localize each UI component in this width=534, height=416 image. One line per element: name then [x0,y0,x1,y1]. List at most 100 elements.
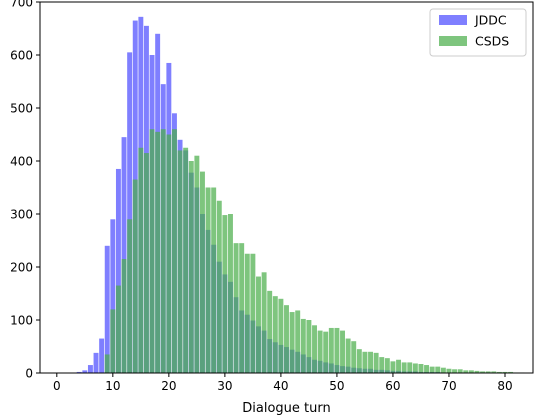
bar-jddc-8 [99,338,105,373]
bar-csds-65 [418,363,424,373]
bar-csds-25 [194,155,200,373]
bar-csds-73 [463,370,469,373]
bar-csds-48 [323,331,329,373]
bar-csds-19 [160,129,166,373]
y-tick-label-500: 500 [10,102,33,116]
bar-csds-49 [328,327,334,373]
bar-csds-24 [188,161,194,373]
y-tick-label-100: 100 [10,314,33,328]
bar-jddc-10 [110,219,116,373]
bar-jddc-4 [76,371,82,373]
bar-csds-47 [317,330,323,373]
bar-jddc-12 [121,137,127,373]
x-axis-label: Dialogue turn [242,401,330,416]
bar-csds-77 [485,371,491,373]
x-tick-label-20: 20 [161,379,176,393]
bar-csds-78 [491,371,497,373]
bar-csds-16 [143,153,149,373]
bar-csds-14 [132,179,138,373]
bar-csds-38 [267,290,273,373]
x-tick-label-80: 80 [497,379,512,393]
bar-csds-70 [446,368,452,373]
y-axis: 0 100 200 300 400 500 600 700 [10,0,40,381]
bar-csds-41 [284,305,289,373]
bar-csds-15 [138,147,144,373]
bar-csds-32 [233,243,239,373]
x-tick-label-10: 10 [105,379,120,393]
legend-label-csds: CSDS [475,34,509,49]
legend-label-jddc: JDDC [474,13,507,28]
bar-csds-11 [115,285,121,373]
bar-jddc-13 [127,52,133,373]
x-tick-label-60: 60 [385,379,400,393]
bar-csds-50 [334,327,340,373]
bar-csds-44 [300,318,306,373]
bar-csds-28 [211,187,217,373]
bar-csds-37 [261,272,267,373]
bar-csds-39 [272,296,278,373]
y-tick-label-0: 0 [25,367,33,381]
bar-csds-68 [435,366,441,373]
bar-csds-9 [104,354,110,373]
bar-jddc-9 [104,245,110,373]
bar-csds-26 [200,171,205,373]
bar-csds-58 [379,357,385,373]
bar-csds-59 [384,358,390,373]
bar-csds-18 [155,131,161,373]
y-tick-label-300: 300 [10,208,33,222]
y-tick-label-200: 200 [10,261,33,275]
bar-csds-21 [171,129,177,373]
bar-csds-27 [205,187,211,373]
bar-csds-66 [424,365,430,373]
bar-csds-56 [368,351,373,373]
bar-csds-30 [222,215,228,373]
bar-csds-55 [362,351,368,373]
bar-csds-53 [351,341,357,373]
bar-csds-42 [289,312,295,373]
y-tick-label-400: 400 [10,155,33,169]
bar-csds-33 [239,243,245,373]
bar-csds-12 [121,259,127,373]
bar-csds-79 [496,371,502,373]
bar-csds-46 [312,325,317,373]
x-tick-label-70: 70 [441,379,456,393]
bar-csds-10 [110,309,116,373]
bar-csds-29 [216,200,222,373]
bar-csds-69 [440,367,446,373]
bar-csds-72 [457,369,463,373]
x-tick-label-50: 50 [329,379,344,393]
bar-csds-35 [250,253,256,373]
bar-jddc-11 [115,168,121,373]
bar-csds-60 [390,361,396,373]
x-tick-label-40: 40 [273,379,288,393]
legend-swatch-jddc [439,15,467,25]
bar-csds-81 [508,371,514,373]
bar-csds-80 [502,371,508,373]
bar-csds-43 [295,310,301,373]
bar-csds-40 [278,298,284,373]
legend: JDDC CSDS [429,8,527,57]
y-tick-label-700: 700 [10,0,33,10]
bar-csds-36 [256,276,261,373]
bar-jddc-7 [93,352,99,373]
bar-csds-31 [228,214,233,373]
bar-csds-75 [474,370,480,373]
legend-swatch-csds [439,36,467,46]
bar-jddc-5 [82,370,88,373]
x-axis: 0 10 20 30 40 50 60 70 80 [53,373,513,393]
y-tick-label-600: 600 [10,49,33,63]
bar-jddc-6 [87,365,93,373]
bar-csds-22 [177,150,183,373]
bar-csds-67 [429,366,435,373]
bar-csds-76 [480,371,486,373]
x-tick-label-30: 30 [217,379,232,393]
plot-area-frame [39,1,534,374]
bar-csds-13 [127,219,133,373]
bar-csds-45 [306,320,312,373]
bar-csds-64 [412,363,418,373]
x-tick-label-0: 0 [53,379,61,393]
series-csds-bars [104,129,525,373]
bar-csds-52 [345,338,351,373]
bar-csds-34 [244,253,250,373]
